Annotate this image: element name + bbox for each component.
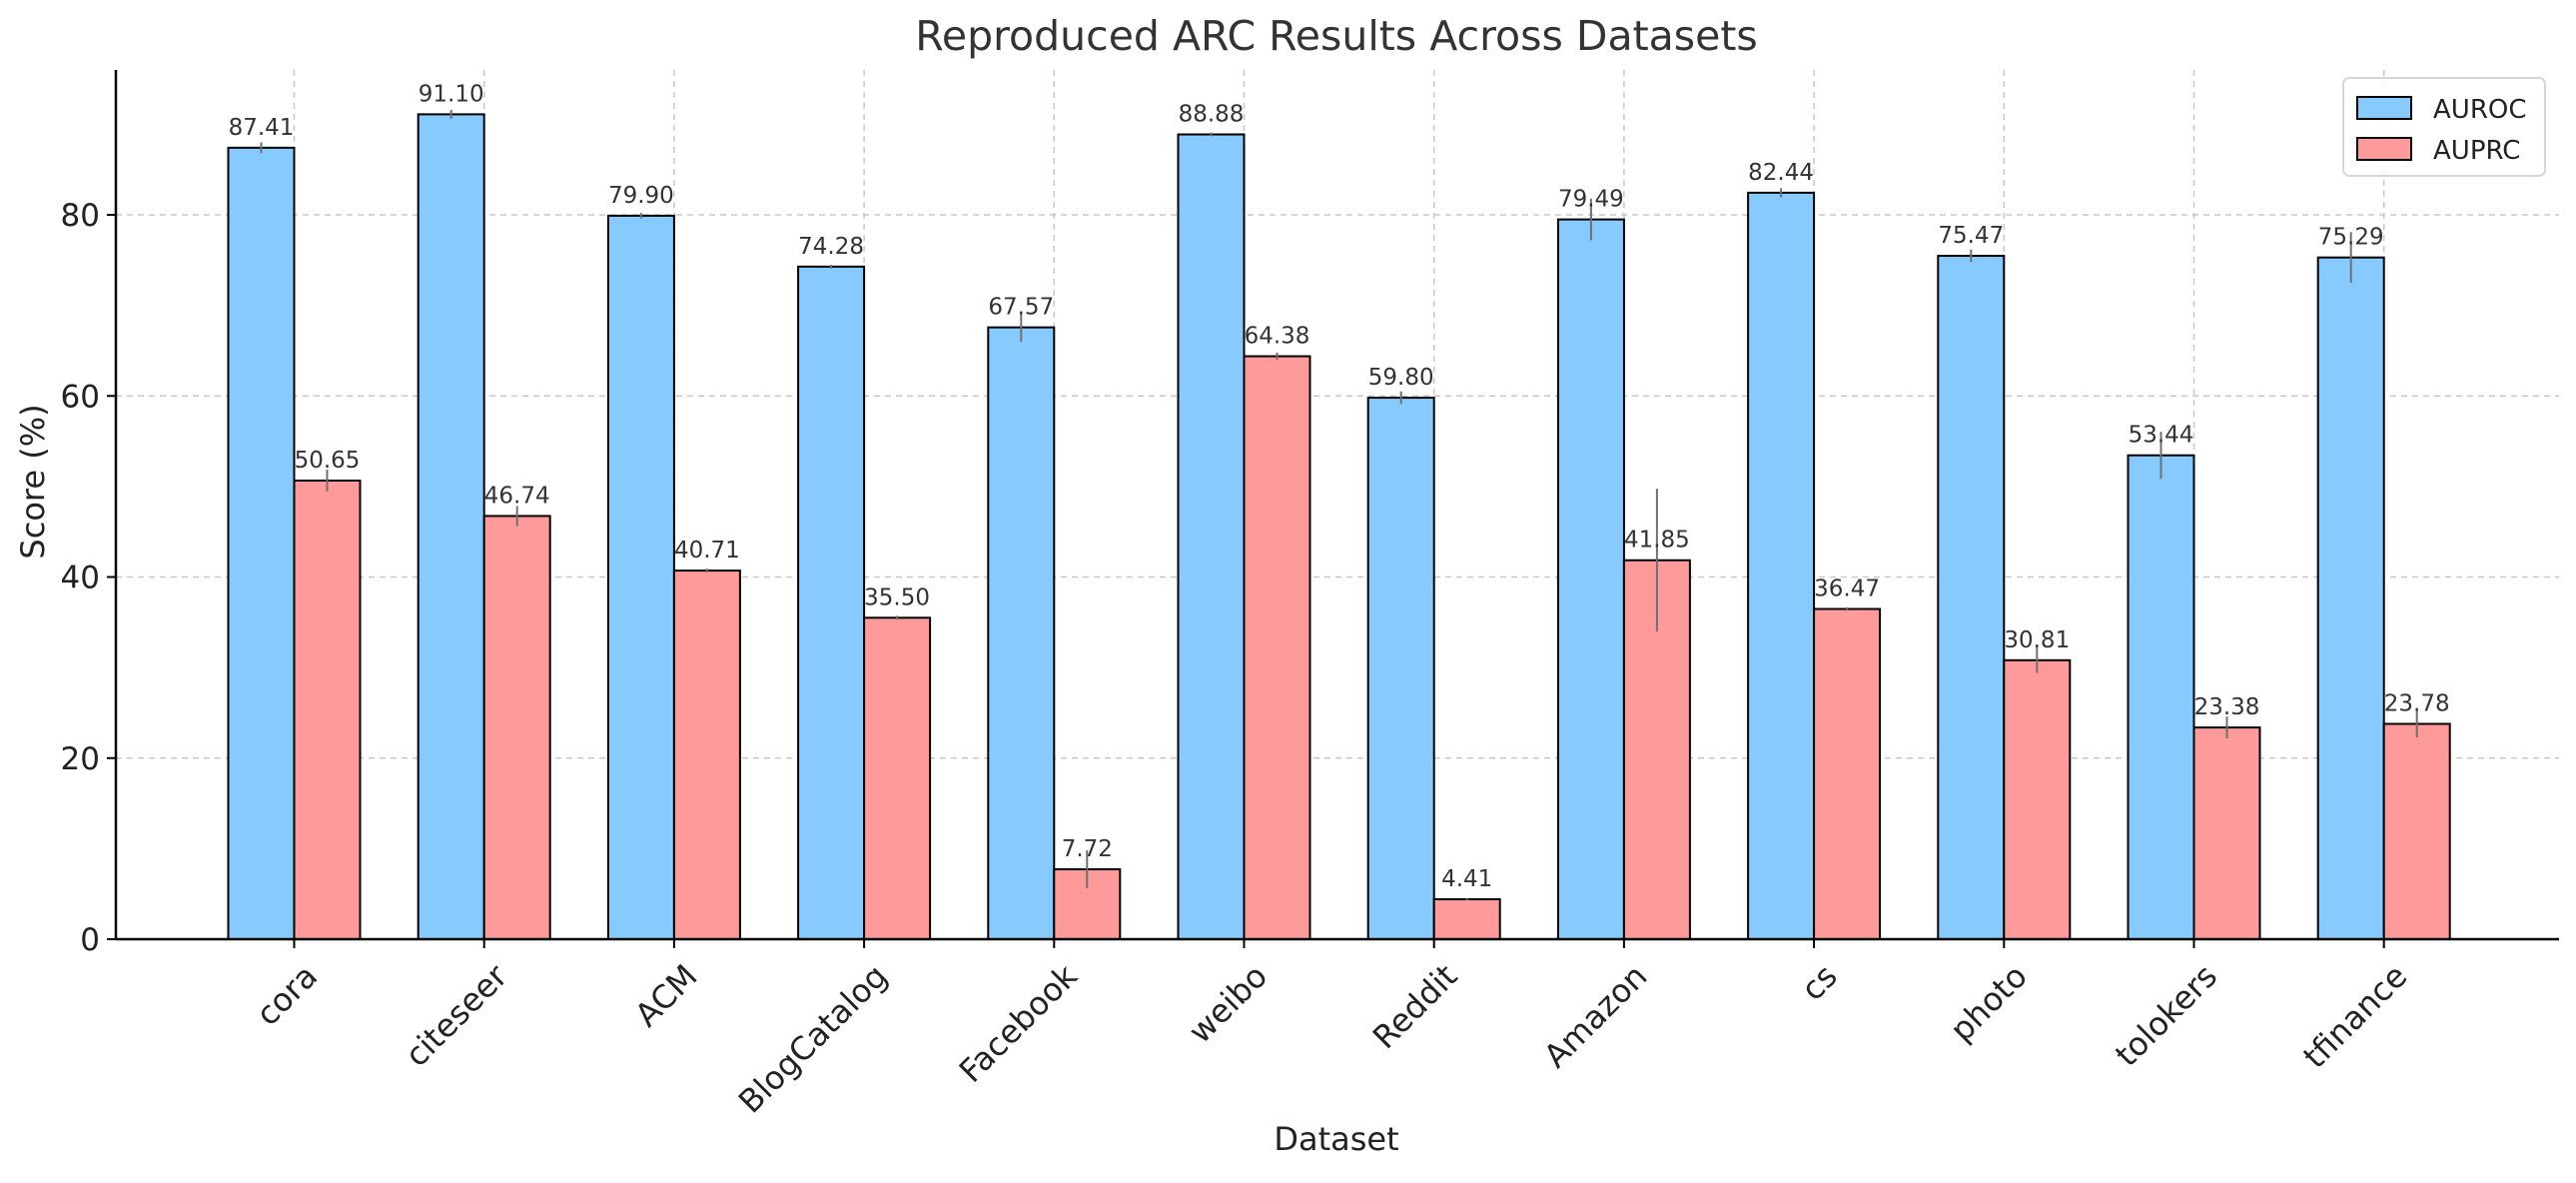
value-label: 79.90: [608, 183, 674, 209]
bar-auroc: [227, 146, 296, 941]
bar-auroc: [1556, 218, 1625, 940]
value-label: 50.65: [295, 448, 361, 474]
legend-label-auprc: AUPRC: [2433, 136, 2520, 166]
x-tick-label: weibo: [1181, 957, 1275, 1051]
legend-label-auroc: AUROC: [2433, 95, 2527, 125]
value-label: 74.28: [798, 234, 864, 260]
y-tick-label: 0: [80, 922, 100, 958]
value-label: 67.57: [988, 295, 1054, 321]
bar-auprc: [863, 616, 932, 940]
bar-auroc: [797, 265, 866, 940]
bar-auroc: [1366, 397, 1435, 940]
bar-auprc: [2382, 722, 2451, 941]
value-label: 35.50: [864, 585, 930, 610]
value-label: 36.47: [1814, 576, 1880, 601]
bar-auprc: [1243, 355, 1311, 940]
value-label: 79.49: [1558, 187, 1624, 213]
legend-swatch-auprc: [2356, 137, 2412, 161]
value-label: 75.29: [2318, 225, 2384, 251]
value-label: 7.72: [1062, 836, 1113, 862]
value-label: 41.85: [1624, 528, 1690, 554]
bar-auroc: [1937, 255, 2006, 941]
value-label: 23.38: [2194, 694, 2260, 720]
value-label: 87.41: [229, 115, 295, 141]
legend-swatch-auroc: [2356, 96, 2412, 120]
x-tick-label: citeseer: [398, 956, 515, 1074]
bar-auprc: [2192, 726, 2261, 941]
value-label: 30.81: [2004, 627, 2070, 653]
value-label: 88.88: [1179, 102, 1245, 128]
x-tick-label: Amazon: [1536, 957, 1654, 1075]
value-label: 91.10: [419, 81, 484, 107]
x-tick-label: Facebook: [952, 956, 1086, 1090]
bar-auprc: [1813, 607, 1882, 940]
bar-auroc: [606, 214, 675, 940]
x-tick-label: tfinance: [2295, 957, 2414, 1076]
bar-auroc: [1747, 191, 1816, 940]
value-label: 64.38: [1245, 324, 1310, 350]
bar-auprc: [293, 479, 362, 940]
bar-auprc: [672, 570, 741, 940]
bar-auroc: [2127, 454, 2195, 940]
value-label: 4.41: [1441, 866, 1492, 892]
y-tick-label: 80: [61, 198, 100, 234]
bar-auroc: [417, 113, 485, 940]
y-axis-label: Score (%): [14, 404, 52, 559]
y-tick-label: 40: [61, 561, 100, 596]
x-tick-label: BlogCatalog: [731, 957, 895, 1121]
x-axis-label: Dataset: [1274, 1120, 1398, 1158]
y-tick-label: 60: [61, 379, 100, 415]
value-label: 59.80: [1368, 365, 1434, 391]
value-label: 40.71: [674, 538, 740, 564]
bar-auroc: [2316, 256, 2385, 940]
x-tick-label: cs: [1794, 957, 1845, 1008]
x-tick-label: Reddit: [1365, 957, 1464, 1056]
x-tick-label: ACM: [627, 957, 704, 1034]
axes-layer: [107, 70, 2559, 948]
chart-title: Reproduced ARC Results Across Datasets: [915, 12, 1758, 60]
bar-auroc: [1177, 133, 1246, 940]
value-label: 46.74: [484, 483, 550, 509]
x-tick-label: cora: [249, 957, 325, 1033]
x-tick-label: tolokers: [2108, 957, 2224, 1074]
value-label: 23.78: [2384, 690, 2450, 716]
value-label: 82.44: [1748, 160, 1814, 186]
bars-layer: [227, 109, 2451, 941]
value-label: 53.44: [2129, 423, 2194, 449]
bar-auprc: [482, 515, 551, 940]
bar-auprc: [2003, 658, 2072, 940]
y-tick-label: 20: [61, 741, 100, 777]
value-label: 75.47: [1938, 223, 2004, 249]
bar-auprc: [1432, 898, 1501, 940]
bar-auroc: [987, 326, 1056, 941]
chart-legend: AUROC AUPRC: [2342, 77, 2546, 177]
x-tick-label: photo: [1943, 957, 2035, 1049]
